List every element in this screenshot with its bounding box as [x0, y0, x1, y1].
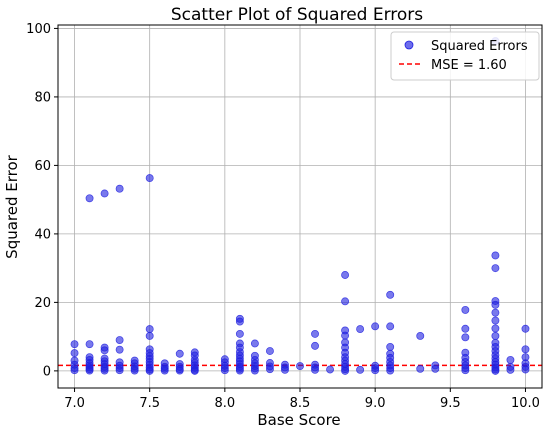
- data-point: [235, 329, 244, 338]
- data-point: [250, 339, 259, 348]
- data-point: [386, 322, 395, 331]
- data-point: [491, 300, 500, 309]
- data-point: [491, 316, 500, 325]
- data-point: [521, 365, 530, 374]
- data-point: [190, 366, 199, 375]
- data-point: [281, 365, 289, 374]
- data-point: [70, 349, 79, 358]
- y-tick-label: 40: [34, 227, 51, 242]
- data-point: [115, 336, 124, 345]
- data-point: [341, 271, 350, 279]
- data-point: [145, 366, 154, 375]
- data-point: [250, 366, 259, 375]
- y-tick-label: 60: [34, 159, 51, 174]
- legend-label-mse: MSE = 1.60: [431, 58, 507, 73]
- data-point: [85, 340, 94, 349]
- chart-title: Scatter Plot of Squared Errors: [171, 5, 423, 25]
- legend-marker-squared-errors: [404, 40, 414, 50]
- data-point: [115, 345, 124, 354]
- y-tick-label: 20: [34, 296, 51, 311]
- data-point: [85, 366, 94, 375]
- y-axis-ticks: 0 20 40 60 80 100: [26, 22, 58, 379]
- data-point: [461, 324, 470, 333]
- legend-box: [390, 31, 540, 81]
- data-point: [145, 331, 154, 340]
- y-axis-label: Squared Error: [3, 154, 21, 258]
- data-point: [506, 355, 515, 364]
- legend: Squared Errors MSE = 1.60: [390, 31, 540, 81]
- data-point: [311, 341, 319, 350]
- data-point: [416, 364, 425, 373]
- data-point: [341, 366, 350, 375]
- data-point: [145, 325, 154, 334]
- data-point: [235, 366, 244, 375]
- data-point: [85, 194, 94, 203]
- x-tick-label: 9.0: [365, 396, 386, 411]
- data-point: [115, 366, 124, 375]
- x-tick-label: 8.5: [290, 396, 311, 411]
- grid-lines: [58, 25, 542, 388]
- y-tick-label: 80: [34, 90, 51, 105]
- data-point: [491, 308, 500, 317]
- data-point: [521, 324, 530, 333]
- data-point: [326, 365, 335, 374]
- data-point: [311, 329, 319, 338]
- x-axis-label: Base Score: [257, 411, 340, 429]
- data-point: [341, 331, 350, 340]
- data-point: [175, 349, 184, 358]
- data-point: [356, 325, 365, 334]
- data-point: [235, 317, 244, 326]
- x-tick-label: 10.0: [511, 396, 540, 411]
- data-point: [491, 324, 500, 333]
- data-point: [100, 346, 109, 355]
- data-point: [311, 365, 319, 374]
- data-point: [416, 331, 425, 340]
- data-point: [70, 340, 79, 349]
- data-point: [265, 365, 274, 374]
- data-point: [175, 366, 184, 375]
- x-tick-label: 9.5: [440, 396, 461, 411]
- x-tick-label: 8.0: [215, 396, 236, 411]
- data-point: [386, 366, 395, 375]
- data-point: [356, 365, 365, 374]
- data-point: [491, 366, 500, 375]
- data-point: [491, 251, 500, 260]
- data-point: [265, 347, 274, 355]
- y-tick-label: 0: [43, 364, 51, 379]
- data-point: [130, 366, 139, 375]
- data-point: [371, 366, 380, 375]
- data-point: [506, 365, 515, 374]
- data-point: [431, 364, 440, 373]
- legend-label-squared-errors: Squared Errors: [431, 39, 528, 54]
- data-point: [491, 331, 500, 340]
- data-point: [296, 362, 304, 371]
- data-point: [100, 366, 109, 375]
- data-point: [220, 366, 229, 375]
- data-point: [70, 366, 79, 375]
- data-point: [145, 174, 154, 183]
- y-tick-label: 100: [26, 22, 51, 37]
- data-point: [371, 322, 380, 331]
- data-point: [341, 297, 350, 306]
- data-point: [461, 366, 470, 375]
- data-point: [386, 342, 395, 351]
- data-point: [521, 345, 530, 354]
- data-point: [160, 366, 169, 375]
- data-point: [491, 264, 500, 273]
- x-tick-label: 7.0: [64, 396, 85, 411]
- data-point: [100, 189, 109, 198]
- data-point: [461, 305, 470, 314]
- data-point: [115, 184, 124, 193]
- data-point: [461, 333, 470, 342]
- x-axis-ticks: 7.0 7.5 8.0 8.5 9.0 9.5 10.0: [64, 388, 540, 411]
- data-point: [386, 290, 395, 299]
- x-tick-label: 7.5: [139, 396, 160, 411]
